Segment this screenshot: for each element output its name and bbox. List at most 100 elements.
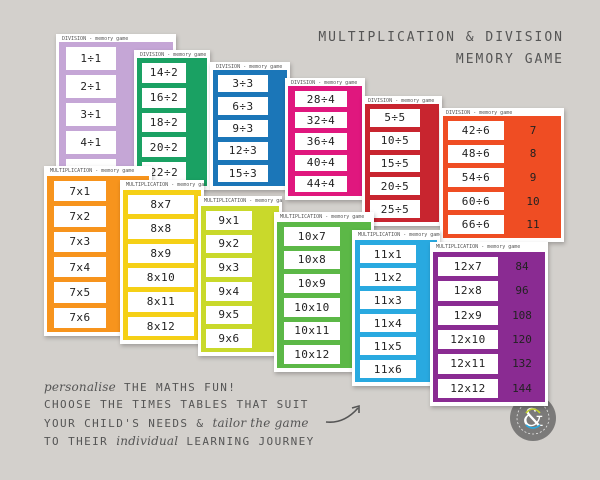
flash-card: 20÷5 [370,177,420,196]
title-line-2: MEMORY GAME [455,52,564,67]
worksheet-header: MULTIPLICATION - memory game [436,244,521,250]
flash-card: 9x6 [206,329,252,348]
worksheet-header: MULTIPLICATION - memory game [204,198,282,204]
worksheet-header: DIVISION - memory game [446,110,513,116]
color-band [355,240,437,382]
flash-card: 15÷5 [370,154,420,173]
tagline-line-3: YOUR CHILD'S NEEDS & tailor the game [44,416,309,430]
flash-card: 10÷5 [370,131,420,150]
flash-card: 3÷1 [66,103,116,126]
worksheet-header: MULTIPLICATION - memory game [358,232,440,238]
flash-card: 44÷4 [295,175,347,192]
flash-card: 10x9 [284,274,340,293]
flash-card: 10x8 [284,250,340,270]
flash-card: 60÷6 [448,191,504,211]
worksheet-header: DIVISION - memory game [216,64,283,70]
worksheet-s3: DIVISION - memory game 3÷3 6÷3 9÷3 12÷3 15÷3 [210,62,290,190]
flash-card: 11x4 [360,314,416,332]
flash-card: 66÷6 [448,215,504,234]
flash-card: 11x5 [360,337,416,355]
flash-card: 12÷3 [218,142,268,160]
worksheet-header: DIVISION - memory game [291,80,358,86]
tagline-line-4-end: LEARNING JOURNEY [178,435,315,448]
flash-card: 15÷3 [218,164,268,182]
flash-card: 36÷4 [295,133,347,150]
flash-card: 11x1 [360,245,416,263]
flash-card: 22÷2 [142,162,186,182]
flash-card: 7x1 [54,181,106,202]
tagline-line-4-text: TO THEIR [44,435,117,448]
flash-card: 12x9 [438,305,498,325]
answer-card: 8 [529,147,537,161]
flash-card: 54÷6 [448,168,504,187]
worksheet-header: DIVISION - memory game [140,52,207,58]
color-band [201,206,279,352]
color-band [433,252,545,402]
flash-card: 8x10 [128,268,194,288]
flash-card: 9÷3 [218,119,268,138]
answer-card: 132 [512,357,532,371]
flash-card: 10x10 [284,298,340,317]
flash-card: 1÷1 [66,47,116,70]
flash-card: 11x6 [360,360,416,378]
worksheet-header: DIVISION - memory game [62,36,129,42]
curved-arrow-icon [325,404,360,424]
flash-card: 10x11 [284,321,340,341]
flash-card: 5÷5 [370,109,420,127]
tagline-emphasis-individual: individual [116,434,179,448]
flash-card: 8x9 [128,243,194,263]
flash-card: 7x2 [54,206,106,227]
flash-card: 9x5 [206,305,252,325]
answer-card: 120 [512,333,532,347]
flash-card: 16÷2 [142,87,186,108]
worksheet-s4: DIVISION - memory game 28÷4 32÷4 36÷4 40÷4 44… [285,78,365,200]
flash-card: 42÷6 [448,121,504,140]
title-line-1: MULTIPLICATION & DIVISION [318,30,564,45]
flash-card: 25÷5 [370,200,420,218]
answer-card: 144 [512,381,532,395]
flash-card: 8x12 [128,316,194,336]
tagline-line-1-text: THE MATHS FUN! [115,381,237,394]
tagline-line-2: CHOOSE THE TIMES TABLES THAT SUIT [44,398,309,411]
flash-card: 10x7 [284,227,340,246]
flash-card: 28÷4 [295,91,347,108]
tagline-line-4: TO THEIR individual LEARNING JOURNEY [44,434,315,448]
flash-card: 10x12 [284,345,340,364]
flash-card: 12x8 [438,281,498,301]
flash-card: 48÷6 [448,144,504,164]
color-band [123,190,201,340]
flash-card: 3÷3 [218,75,268,93]
worksheet-header: MULTIPLICATION - memory game [126,182,204,188]
tagline-emphasis-personalise: personalise [44,380,116,394]
flash-card: 7x3 [54,231,106,252]
flash-card: 9x2 [206,234,252,254]
flash-card: 12x7 [438,257,498,277]
answer-card: 11 [526,218,540,232]
worksheet-s11: MULTIPLICATION - memory game 11x1 11x2 11x3… [352,230,440,386]
flash-card: 18÷2 [142,112,186,133]
flash-card: 11x3 [360,291,416,309]
answer-card: 108 [512,308,532,322]
answer-card: 10 [526,194,540,208]
worksheet-header: MULTIPLICATION - memory game [50,168,135,174]
flash-card: 14÷2 [142,63,186,83]
tagline-emphasis-tailor: tailor the game [212,416,309,430]
answer-card: 84 [515,260,529,274]
logo-glyph: & [516,401,550,435]
flash-card: 2÷1 [66,75,116,98]
flash-card: 9x4 [206,282,252,301]
worksheet-s5: DIVISION - memory game 5÷5 10÷5 15÷5 20÷5 25÷… [362,96,442,226]
worksheet-header: MULTIPLICATION - memory game [280,214,365,220]
worksheet-s9: MULTIPLICATION - memory game 9x1 9x2 9x3 9x4… [198,196,282,356]
tagline-line-3-text: YOUR CHILD'S NEEDS & [44,417,213,430]
tagline-line-1: personalise THE MATHS FUN! [44,380,236,394]
flash-card: 9x1 [206,211,252,230]
flash-card: 40÷4 [295,154,347,171]
flash-card: 4÷1 [66,131,116,154]
flash-card: 8x8 [128,219,194,239]
flash-card: 32÷4 [295,112,347,129]
flash-card: 7x4 [54,257,106,278]
flash-card: 11x2 [360,268,416,286]
flash-card: 9x3 [206,258,252,277]
answer-card: 96 [515,284,529,298]
